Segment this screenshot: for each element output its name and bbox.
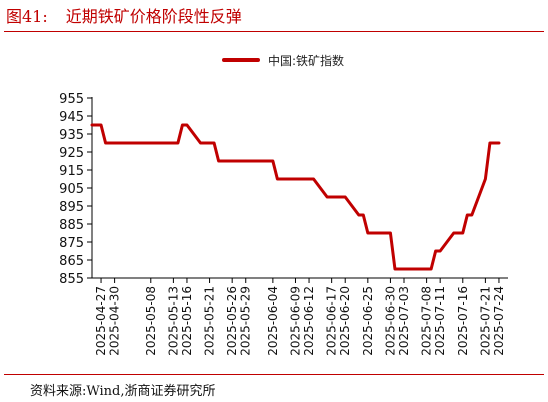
y-tick-label: 905 bbox=[59, 182, 84, 197]
y-tick-label: 955 bbox=[59, 92, 84, 107]
x-tick-label: 2025-05-13 bbox=[166, 286, 180, 356]
figure-title: 图41: 近期铁矿价格阶段性反弹 bbox=[6, 4, 242, 30]
title-divider bbox=[4, 31, 544, 32]
y-tick-label: 885 bbox=[59, 218, 84, 233]
figure-title-text: 近期铁矿价格阶段性反弹 bbox=[65, 7, 242, 26]
source-divider bbox=[4, 374, 544, 375]
x-tick-label: 2025-06-04 bbox=[266, 286, 280, 356]
chart-legend: 中国:铁矿指数 bbox=[222, 51, 344, 69]
x-tick-label: 2025-07-11 bbox=[433, 286, 447, 356]
legend-series-label: 中国:铁矿指数 bbox=[268, 53, 345, 68]
x-tick-label: 2025-07-16 bbox=[456, 286, 470, 356]
y-tick-label: 865 bbox=[59, 254, 84, 269]
x-tick-label: 2025-04-27 bbox=[94, 286, 108, 356]
y-tick-label: 895 bbox=[59, 200, 84, 215]
x-tick-label: 2025-07-21 bbox=[478, 286, 492, 356]
x-tick-label: 2025-04-30 bbox=[108, 286, 122, 356]
x-tick-label: 2025-07-08 bbox=[420, 286, 434, 356]
y-tick-label: 935 bbox=[59, 128, 84, 143]
x-tick-label: 2025-07-24 bbox=[492, 286, 506, 356]
series-line bbox=[90, 123, 501, 271]
figure-number: 图41: bbox=[6, 7, 48, 26]
x-tick-label: 2025-05-29 bbox=[239, 286, 253, 356]
x-tick-label: 2025-06-12 bbox=[302, 286, 316, 356]
y-tick-label: 915 bbox=[59, 164, 84, 179]
x-tick-label: 2025-06-20 bbox=[338, 286, 352, 356]
y-tick-label: 875 bbox=[59, 236, 84, 251]
x-tick-label: 2025-06-30 bbox=[383, 286, 397, 356]
y-tick-label: 925 bbox=[59, 146, 84, 161]
x-tick-label: 2025-07-03 bbox=[397, 286, 411, 356]
x-tick-label: 2025-06-25 bbox=[361, 286, 375, 356]
x-tick-label: 2025-05-08 bbox=[144, 286, 158, 356]
legend-line-swatch bbox=[222, 58, 260, 62]
x-tick-label: 2025-05-16 bbox=[180, 286, 194, 356]
source-note: 资料来源:Wind,浙商证券研究所 bbox=[30, 384, 216, 399]
x-tick-label: 2025-06-09 bbox=[288, 286, 302, 356]
y-tick-label: 855 bbox=[59, 272, 84, 287]
x-tick-label: 2025-06-17 bbox=[325, 286, 339, 356]
x-tick-label: 2025-05-21 bbox=[203, 286, 217, 356]
y-tick-label: 945 bbox=[59, 110, 84, 125]
x-tick-label: 2025-05-26 bbox=[225, 286, 239, 356]
